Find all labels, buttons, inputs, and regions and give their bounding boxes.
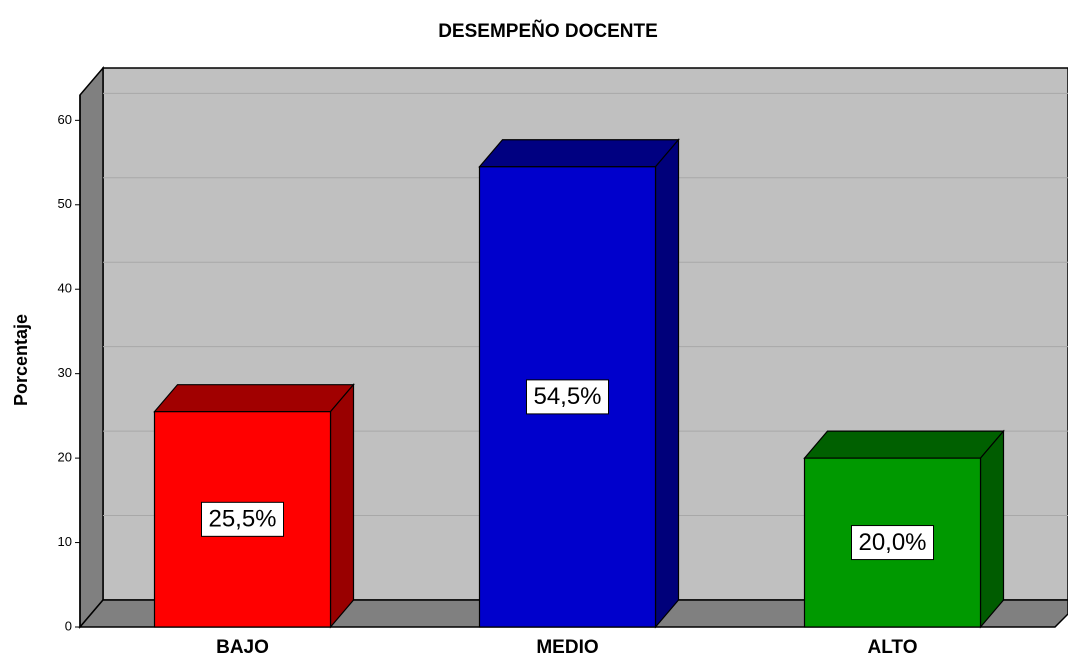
y-tick-label: 20 [58,450,72,465]
x-tick-label: ALTO [868,637,918,657]
chart-title: DESEMPEÑO DOCENTE [438,20,658,42]
bar-top [803,430,1005,459]
data-label-box [201,501,284,537]
bar-top [478,139,680,168]
y-tick-label: 0 [65,618,72,633]
bar-top [153,384,355,413]
bar [153,383,355,629]
data-label-box [851,525,934,561]
bar-side [979,429,1005,629]
data-label-box [526,379,609,415]
bar-side [654,138,680,629]
y-tick-label: 30 [58,365,72,380]
y-tick-label: 10 [58,534,72,549]
y-tick-label: 50 [58,196,72,211]
side-wall [79,65,104,630]
y-tick-label: 40 [58,281,72,296]
x-tick-label: BAJO [216,637,269,657]
data-label: 54,5% [533,383,601,410]
y-tick-label: 60 [58,112,72,127]
data-label: 25,5% [208,506,276,533]
bar-side [329,383,355,629]
data-label: 20,0% [858,529,926,556]
x-tick-label: MEDIO [536,637,598,657]
y-axis-label: Porcentaje [11,314,31,406]
